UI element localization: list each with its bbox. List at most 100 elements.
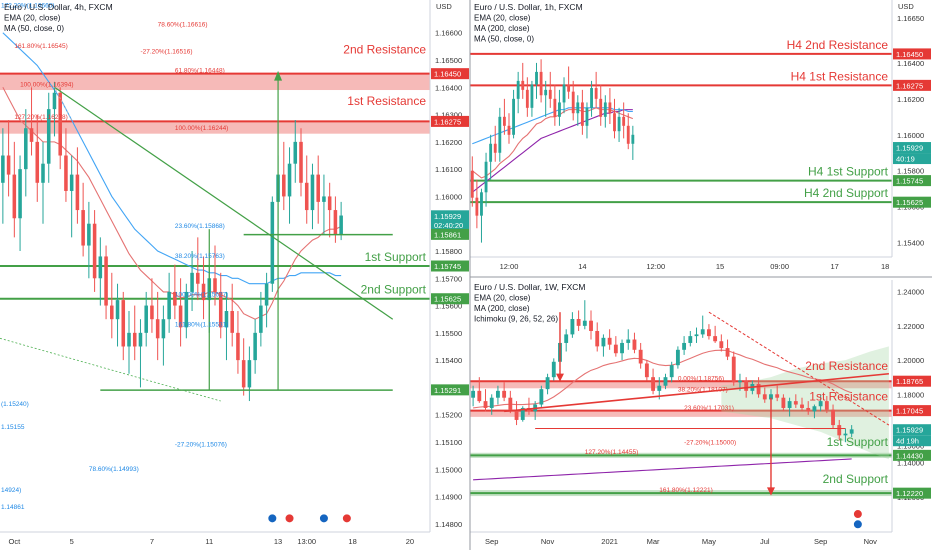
time-tick-4: 09:00 bbox=[770, 262, 789, 271]
candle-body-11 bbox=[64, 155, 68, 191]
zone-label-3: 2nd Support bbox=[361, 283, 427, 297]
candle-body-2 bbox=[483, 401, 488, 408]
candle-body-32 bbox=[669, 365, 674, 378]
candle-body-20 bbox=[595, 330, 600, 347]
axis-tag-text-3: 1.15625 bbox=[434, 295, 461, 304]
candle-body-30 bbox=[608, 102, 612, 114]
axis-tag-4 bbox=[431, 210, 469, 222]
arrow-up bbox=[274, 70, 283, 81]
candle-body-19 bbox=[589, 320, 593, 331]
time-tick-0: Sep bbox=[485, 537, 498, 546]
event-marker-3[interactable] bbox=[341, 513, 352, 524]
event-marker-0[interactable] bbox=[267, 513, 278, 524]
candle-body-21 bbox=[601, 337, 606, 347]
axis-tag-4 bbox=[893, 142, 931, 154]
time-tick-7: Nov bbox=[864, 537, 878, 546]
candle-body-46 bbox=[756, 384, 761, 395]
price-tick-4: 1.15800 bbox=[897, 167, 924, 176]
plot-area[interactable]: 0.00%(1.18756) 38.20%(1.18107) 23.60%(1.17… bbox=[470, 300, 892, 530]
panel-1w[interactable]: 0.00%(1.18756) 38.20%(1.18107) 23.60%(1.17… bbox=[470, 280, 931, 546]
zone-label-0: 2nd Resistance bbox=[343, 42, 426, 56]
candle-body-3 bbox=[484, 161, 488, 193]
candle-body-30 bbox=[657, 385, 662, 391]
candle-body-27 bbox=[155, 319, 160, 339]
candle-body-8 bbox=[507, 125, 511, 135]
candle-body-5 bbox=[502, 390, 507, 398]
price-tick-0: 1.24000 bbox=[897, 288, 924, 297]
axis-tag-0 bbox=[431, 68, 469, 80]
candle-body-35 bbox=[631, 134, 635, 144]
axis-tag-6 bbox=[431, 228, 469, 240]
candle-body-29 bbox=[651, 377, 655, 391]
candle-body-34 bbox=[196, 272, 200, 284]
panel-4h[interactable]: 78.60%(1.16616) -27.20%(1.16516) 161.80%(1… bbox=[0, 0, 469, 546]
candle-body-27 bbox=[594, 88, 598, 99]
time-tick-5: 17 bbox=[830, 262, 838, 271]
event-marker-1[interactable] bbox=[284, 513, 295, 524]
axis-tag-7 bbox=[431, 384, 469, 396]
axis-tag-0 bbox=[893, 48, 931, 60]
candle-body-6 bbox=[498, 116, 502, 153]
candle-body-56 bbox=[322, 196, 326, 202]
axis-tag-text-0: 1.18765 bbox=[896, 377, 923, 386]
candle-body-56 bbox=[818, 401, 823, 407]
time-tick-7: 20 bbox=[406, 537, 414, 546]
candle-body-25 bbox=[626, 339, 631, 343]
header-ind2: MA (50, close, 0) bbox=[4, 24, 64, 33]
price-tick-0: 1.16650 bbox=[897, 14, 924, 23]
candle-body-4 bbox=[24, 128, 28, 170]
candle-body-23 bbox=[576, 102, 580, 114]
candle-body-33 bbox=[190, 272, 194, 292]
candle-body-31 bbox=[613, 113, 616, 132]
event-marker-0[interactable] bbox=[852, 519, 863, 530]
plot-area[interactable]: 78.60%(1.16616) -27.20%(1.16516) 161.80%(1… bbox=[0, 2, 430, 524]
price-tick-14: 1.15200 bbox=[435, 411, 462, 420]
price-tick-1: 1.16500 bbox=[435, 56, 462, 65]
candle-body-28 bbox=[644, 363, 649, 378]
candle-body-41 bbox=[725, 348, 730, 357]
axis-tag-text-4: 1.15929 bbox=[434, 212, 461, 221]
candle-body-39 bbox=[224, 311, 229, 328]
header-ind3: Ichimoku (9, 26, 52, 26) bbox=[474, 315, 558, 324]
event-marker-2[interactable] bbox=[318, 513, 329, 524]
candle-body-57 bbox=[824, 401, 829, 410]
price-tick-5: 1.16100 bbox=[435, 165, 462, 174]
price-tick-17: 1.14900 bbox=[435, 493, 462, 502]
time-tick-5: 13:00 bbox=[297, 537, 316, 546]
time-axis: Oct 5 7 11 13 13:00 18 20 bbox=[0, 531, 430, 546]
header-ind2: MA (200, close) bbox=[474, 24, 530, 33]
candle-body-1 bbox=[475, 197, 479, 216]
axis-tag-text-2: 1.14430 bbox=[896, 451, 923, 460]
axis-tag-5 bbox=[431, 219, 469, 231]
time-tick-0: Oct bbox=[8, 537, 21, 546]
candle-body-55 bbox=[812, 406, 817, 412]
candle-body-58 bbox=[333, 210, 338, 235]
plot-area[interactable] bbox=[470, 52, 892, 243]
panel-header: Euro / U.S. Dollar, 1h, FXCM EMA (20, clo… bbox=[474, 2, 583, 44]
axis-tag-text-7: 1.15291 bbox=[434, 386, 461, 395]
price-tick-6: 1.15400 bbox=[897, 239, 924, 248]
event-marker-1[interactable] bbox=[852, 509, 863, 520]
fib-label-10: 161.80%(1.15531) bbox=[175, 321, 229, 328]
panel-1h[interactable]: 1.16650 1.16400 1.16200 1.16000 1.15800 1.156… bbox=[470, 0, 931, 271]
candle-body-37 bbox=[700, 329, 705, 335]
axis-tag-text-4: 1.15929 bbox=[896, 144, 923, 153]
axis-tag-4 bbox=[893, 424, 931, 436]
candle-body-24 bbox=[580, 102, 584, 126]
price-tick-2: 1.20000 bbox=[897, 356, 924, 365]
candle-body-18 bbox=[104, 256, 108, 306]
price-tick-6: 1.16000 bbox=[435, 192, 462, 201]
time-tick-2: 2021 bbox=[601, 537, 618, 546]
fib-label-1: 38.20%(1.18107) bbox=[678, 386, 728, 393]
candle-body-38 bbox=[218, 291, 223, 328]
price-tick-9: 1.15700 bbox=[435, 274, 462, 283]
candle-body-51 bbox=[787, 401, 792, 408]
candle-body-51 bbox=[293, 141, 298, 164]
time-tick-3: 15 bbox=[716, 262, 724, 271]
time-tick-1: 5 bbox=[70, 537, 74, 546]
header-title: Euro / U.S. Dollar, 4h, FXCM bbox=[4, 2, 113, 12]
fib-label-2: 161.80%(1.16545) bbox=[14, 43, 68, 50]
